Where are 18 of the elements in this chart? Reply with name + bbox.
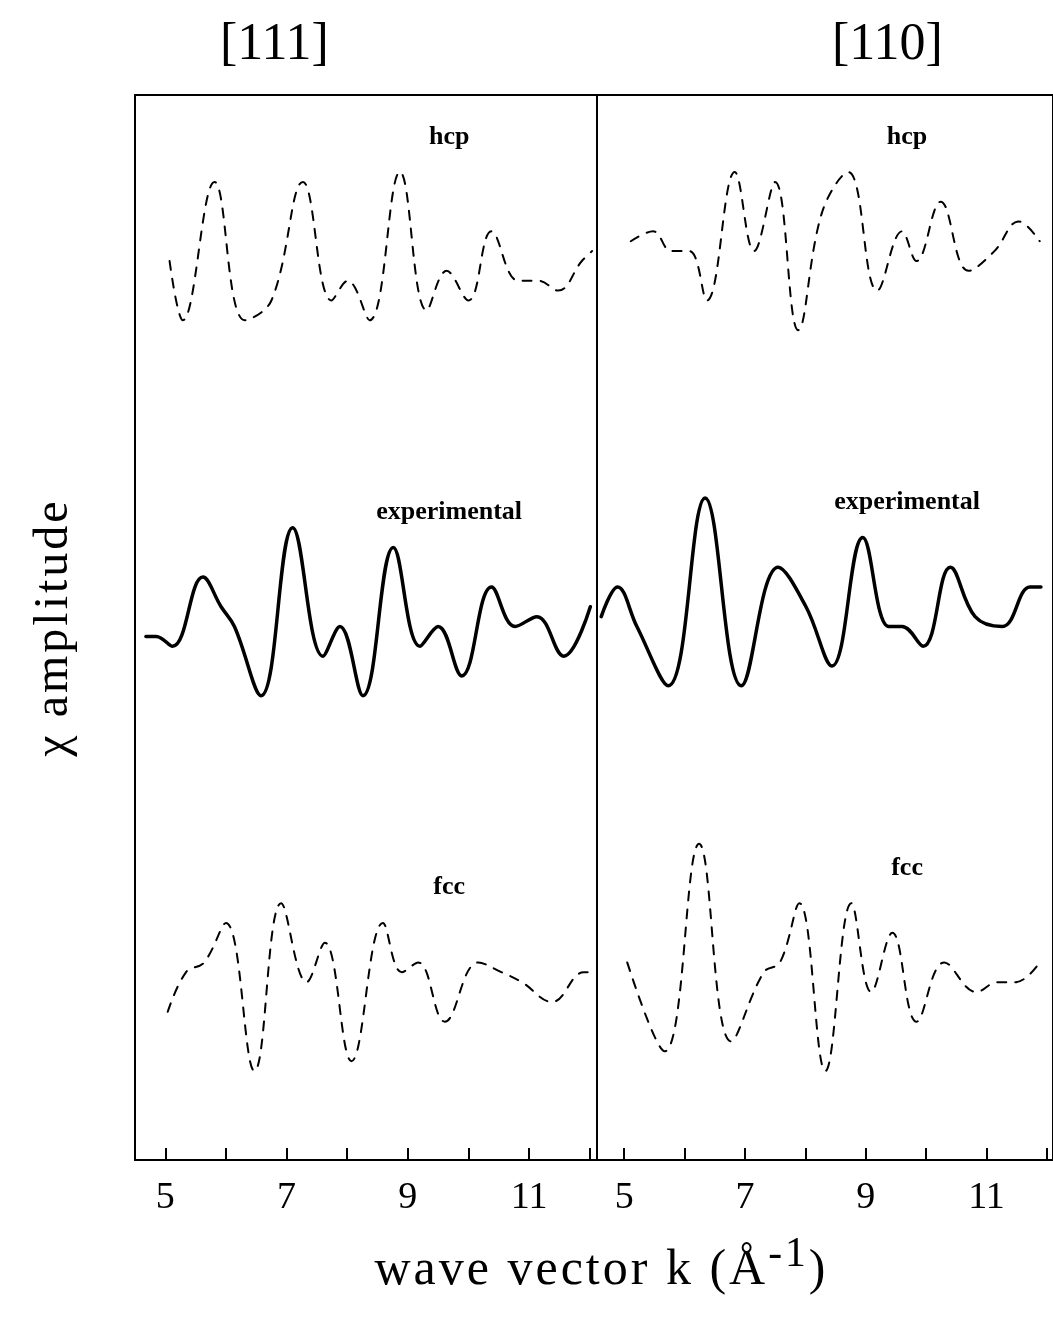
x-tick-label: 7	[277, 1174, 297, 1216]
x-tick-label: 5	[155, 1174, 175, 1216]
x-tick-label: 5	[614, 1174, 634, 1216]
x-tick-label: 9	[398, 1174, 418, 1216]
series-label: fcc	[891, 851, 923, 881]
chart-title: [110]	[832, 12, 943, 70]
x-tick-label: 11	[510, 1174, 548, 1216]
series-label: hcp	[886, 120, 928, 150]
x-tick-label: 7	[735, 1174, 755, 1216]
x-axis-title: wave vector k (Å$^{-1}$)	[373, 1228, 830, 1296]
text: fcc	[433, 871, 466, 901]
chart-title: [111]	[220, 12, 329, 70]
series-label: experimental	[834, 486, 980, 516]
series-label: hcp	[428, 120, 470, 150]
y-axis-title: χ amplitude	[22, 497, 78, 759]
x-tick-label: 9	[856, 1174, 876, 1216]
x-tick-label: 11	[968, 1174, 1005, 1216]
series-label: experimental	[376, 495, 523, 525]
